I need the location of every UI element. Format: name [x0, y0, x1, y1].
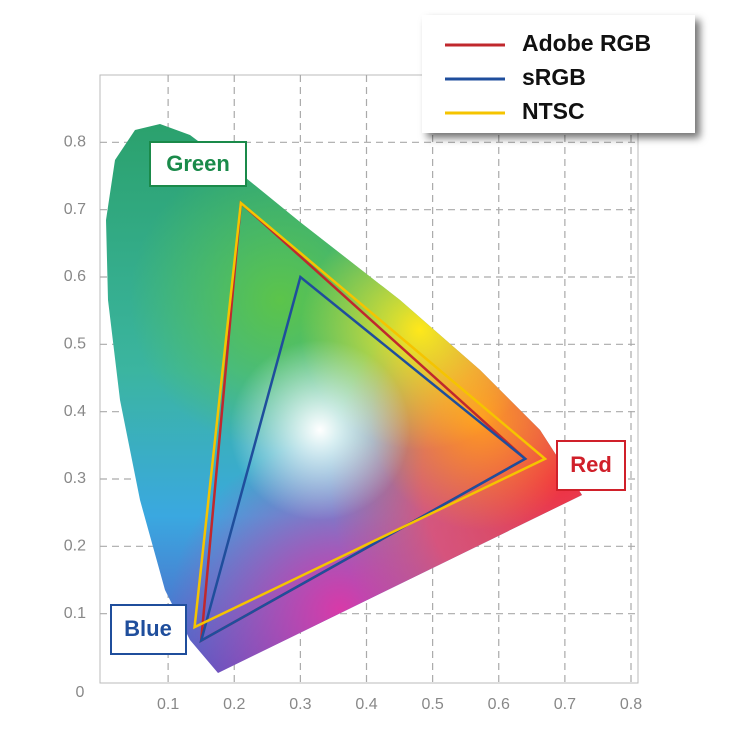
annotation: Green [166, 151, 230, 176]
gamuts [193, 200, 548, 644]
x-tick-label: 0 [76, 684, 85, 701]
y-tick-label: 0.6 [64, 268, 86, 285]
x-tick-label: 0.5 [422, 696, 444, 713]
x-tick-label: 0.7 [554, 696, 576, 713]
y-tick-label: 0.2 [64, 538, 86, 555]
x-tick-label: 0.4 [355, 696, 377, 713]
gamut-triangle [199, 274, 528, 644]
annotation: Blue [124, 616, 172, 641]
legend: Adobe RGB sRGB NTSC [422, 15, 695, 133]
x-tick-label: 0.3 [289, 696, 311, 713]
gamut-triangle [193, 200, 548, 630]
annotation-box [149, 141, 247, 187]
plot-frame [99, 74, 639, 684]
legend-label: Adobe RGB [522, 30, 651, 56]
tick-labels: 0 0.1 0.2 0.3 0.4 0.5 0.6 0.7 0.8 0.1 0.2 0.3 0.4 0.5… [64, 134, 642, 714]
annotation-box [556, 440, 626, 491]
x-tick-label: 0.6 [488, 696, 510, 713]
y-tick-label: 0.3 [64, 470, 86, 487]
y-tick-label: 0.7 [64, 201, 86, 218]
annotation-blue: Blue [110, 604, 187, 655]
y-tick-label: 0.8 [64, 134, 86, 151]
y-tick-label: 0.1 [64, 605, 86, 622]
legend-items: Adobe RGB sRGB NTSC [445, 30, 651, 124]
spectral-locus [106, 124, 582, 673]
x-tick-label: 0.1 [157, 696, 179, 713]
y-tick-label: 0.4 [64, 403, 86, 420]
legend-label: NTSC [522, 98, 585, 124]
legend-label: sRGB [522, 64, 586, 90]
y-tick-label: 0.5 [64, 336, 86, 353]
annotation-red: Red [556, 440, 626, 491]
x-tick-label: 0.2 [223, 696, 245, 713]
annotation-green: Green [149, 141, 247, 187]
x-tick-label: 0.8 [620, 696, 642, 713]
annotation-box [110, 604, 187, 655]
annotation: Red [570, 452, 612, 477]
